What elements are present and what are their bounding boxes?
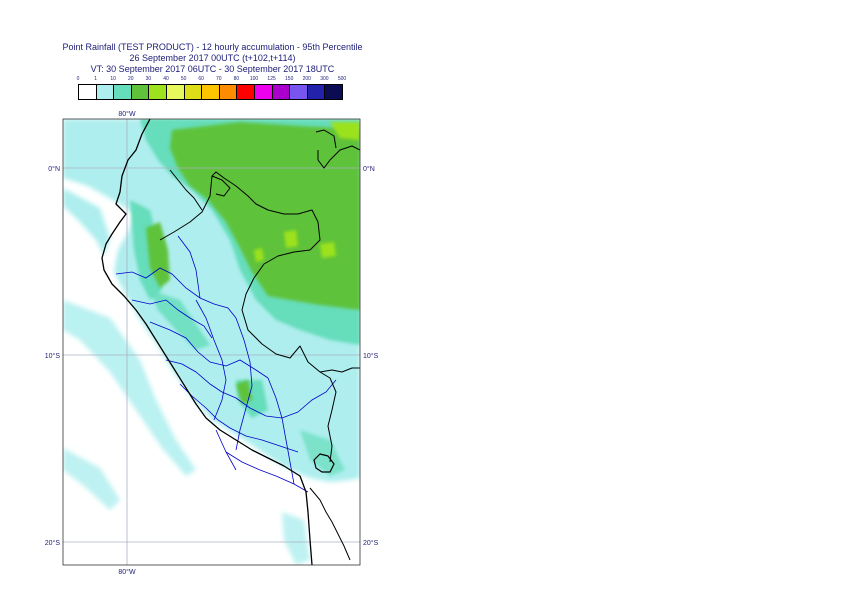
national-border [317,145,360,169]
rain-band-20-30 [146,122,360,404]
rainfall-field [63,119,360,565]
title-line-3: VT: 30 September 2017 06UTC - 30 Septemb… [90,64,335,74]
legend-threshold-label: 150 [285,76,294,82]
map-title: Point Rainfall (TEST PRODUCT) - 12 hourl… [0,42,425,75]
lat-label-10s-right: 10°S [363,352,379,360]
admin-line [179,383,299,453]
admin-line [177,235,201,299]
admin-line [267,377,295,485]
legend-threshold-label: 40 [163,76,169,82]
legend-threshold-label: 0 [76,76,80,82]
legend-threshold-label: 300 [320,76,329,82]
lake-titicaca [313,453,335,473]
admin-line [235,317,253,451]
legend-threshold-label: 50 [180,76,187,82]
national-border [309,487,351,561]
national-border [211,175,231,197]
national-border [319,367,360,373]
legend-threshold-label: 200 [302,76,311,82]
legend-threshold-label: 100 [249,76,259,82]
legend-color-box [324,84,343,100]
legend-threshold-label: 30 [145,76,152,82]
national-border [315,129,337,149]
admin-line [225,451,309,493]
coastline-borders [101,119,360,565]
legend-threshold-label: 500 [337,76,347,82]
lat-label-10s-left: 10°S [45,352,61,360]
lat-label-0-right: 0°N [363,165,375,173]
title-line-2: 26 September 2017 00UTC (t+102,t+114) [129,53,296,63]
coastline [101,119,313,565]
admin-line [115,267,237,319]
national-border [169,169,203,211]
title-line-1: Point Rainfall (TEST PRODUCT) - 12 hourl… [62,42,363,52]
admin-line [297,379,337,413]
legend-threshold-label: 20 [128,76,134,82]
legend-threshold-label: 10 [110,76,116,82]
map-frame [62,118,361,566]
admin-line [195,299,227,421]
lon-label-bottom: 80°W [118,568,136,576]
lat-label-20s-right: 20°S [363,539,379,547]
legend-threshold-label: 80 [233,76,240,82]
legend-threshold-label: 125 [267,76,276,82]
legend-threshold-label: 70 [216,76,222,82]
admin-boundaries [115,235,337,493]
admin-line [131,299,213,339]
rain-band-30-40 [254,122,360,262]
lat-label-0-left: 0°N [48,165,60,173]
lat-label-20s-left: 20°S [45,539,61,547]
legend-threshold-label: 1 [94,76,97,82]
lon-label-top: 80°W [118,110,136,118]
admin-line [215,429,237,471]
admin-line [165,359,299,419]
legend-threshold-label: 60 [198,76,204,82]
